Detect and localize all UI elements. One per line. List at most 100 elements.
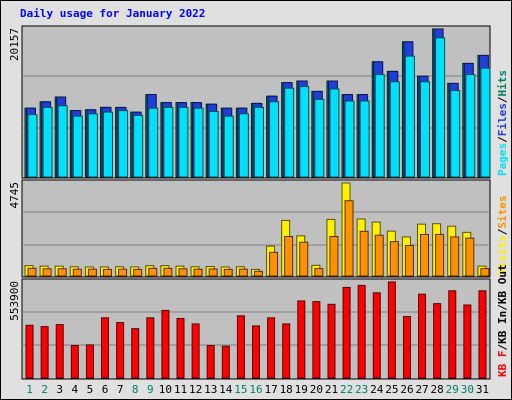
x-tick-label-day-16: 16 xyxy=(249,383,262,396)
bar-kb-f-day-11 xyxy=(176,318,185,379)
bar-kb-f-day-18 xyxy=(282,323,291,379)
x-tick-label-day-3: 3 xyxy=(56,383,63,396)
bar-pages-day-30 xyxy=(465,74,476,178)
bar-sites-day-19 xyxy=(299,241,309,277)
x-tick-label-day-11: 11 xyxy=(174,383,187,396)
y-axis-max-label: 553900 xyxy=(8,281,21,321)
bar-sites-day-30 xyxy=(465,237,475,277)
bar-kb-f-day-1 xyxy=(25,324,34,379)
bar-pages-day-27 xyxy=(420,81,431,178)
bar-sites-day-31 xyxy=(480,268,490,277)
x-tick-label-day-12: 12 xyxy=(189,383,202,396)
legend-panel-1: Pages/Files/Hits xyxy=(496,70,509,176)
x-tick-label-day-13: 13 xyxy=(204,383,217,396)
bar-pages-day-3 xyxy=(57,105,68,178)
bar-sites-day-12 xyxy=(193,268,203,277)
legend-panel-2: Visits/Sites xyxy=(496,196,509,276)
x-tick-label-day-14: 14 xyxy=(219,383,233,396)
bar-sites-day-18 xyxy=(284,235,294,277)
bar-kb-f-day-22 xyxy=(342,286,351,379)
x-tick-label-day-2: 2 xyxy=(41,383,48,396)
bar-sites-day-7 xyxy=(118,268,128,277)
x-tick-label-day-22: 22 xyxy=(340,383,353,396)
bar-kb-f-day-3 xyxy=(55,324,64,379)
bar-sites-day-10 xyxy=(163,267,173,277)
bar-kb-f-day-7 xyxy=(116,322,125,379)
x-tick-label-day-25: 25 xyxy=(385,383,398,396)
bar-sites-day-15 xyxy=(238,268,248,277)
bar-sites-day-5 xyxy=(87,268,97,277)
bar-kb-f-day-8 xyxy=(131,328,140,379)
bar-sites-day-16 xyxy=(253,270,263,277)
bar-kb-f-day-23 xyxy=(357,284,366,379)
bar-kb-f-day-24 xyxy=(372,292,381,379)
bar-pages-day-8 xyxy=(133,114,144,178)
legend-item-kb-out: KB Out xyxy=(496,264,509,304)
bar-pages-day-24 xyxy=(374,74,385,178)
x-tick-label-day-31: 31 xyxy=(476,383,489,396)
legend-item-hits: Hits xyxy=(496,70,509,97)
legend-separator: / xyxy=(496,228,509,235)
x-tick-label-day-10: 10 xyxy=(159,383,172,396)
bar-sites-day-14 xyxy=(223,268,233,277)
bar-sites-day-2 xyxy=(42,268,52,277)
bar-kb-f-day-20 xyxy=(312,301,321,379)
bar-sites-day-29 xyxy=(450,236,460,277)
bar-kb-f-day-5 xyxy=(85,344,94,379)
y-axis-max-label: 20157 xyxy=(8,28,21,61)
bar-pages-day-13 xyxy=(208,110,219,178)
x-tick-label-day-5: 5 xyxy=(87,383,94,396)
bar-pages-day-5 xyxy=(87,113,98,178)
bar-pages-day-17 xyxy=(269,101,280,178)
bar-sites-day-21 xyxy=(329,235,339,277)
bar-sites-day-20 xyxy=(314,268,324,277)
bar-kb-f-day-6 xyxy=(101,317,110,379)
legend-item-files: Files xyxy=(496,103,509,136)
x-tick-label-day-9: 9 xyxy=(147,383,154,396)
legend-item-pages: Pages xyxy=(496,143,509,176)
bar-pages-day-21 xyxy=(329,88,340,178)
legend-separator: / xyxy=(496,344,509,351)
bar-sites-day-25 xyxy=(389,241,399,277)
x-tick-label-day-26: 26 xyxy=(400,383,413,396)
legend-item-kb-in: KB In xyxy=(496,311,509,344)
bar-pages-day-26 xyxy=(404,55,415,178)
legend-item-sites: Sites xyxy=(496,196,509,229)
bar-sites-day-3 xyxy=(57,268,67,277)
x-tick-label-day-27: 27 xyxy=(415,383,428,396)
bar-kb-f-day-16 xyxy=(252,325,260,379)
bar-pages-day-2 xyxy=(42,106,53,178)
x-tick-label-day-30: 30 xyxy=(461,383,474,396)
bar-sites-day-28 xyxy=(435,233,445,277)
legend-item-kb-f: KB F xyxy=(496,351,509,378)
bar-kb-f-day-21 xyxy=(327,303,336,379)
bar-sites-day-23 xyxy=(359,230,369,277)
legend-separator: / xyxy=(496,304,509,311)
bar-sites-day-4 xyxy=(72,268,82,277)
bar-pages-day-25 xyxy=(389,81,400,178)
bar-pages-day-19 xyxy=(299,86,310,178)
bar-kb-f-day-10 xyxy=(161,309,170,379)
bar-kb-f-day-30 xyxy=(463,304,472,379)
legend-separator: / xyxy=(496,136,509,143)
bar-kb-f-day-31 xyxy=(478,290,487,379)
bar-kb-f-day-9 xyxy=(146,317,155,379)
bar-pages-day-4 xyxy=(72,115,83,178)
bar-kb-f-day-14 xyxy=(221,345,230,379)
bar-pages-day-18 xyxy=(284,87,295,178)
legend-panel-3: KB F/KB In/KB Out xyxy=(496,264,509,377)
x-tick-label-day-8: 8 xyxy=(132,383,139,396)
x-tick-label-day-4: 4 xyxy=(72,383,79,396)
y-axis-max-label: 4745 xyxy=(8,182,21,209)
bar-pages-day-15 xyxy=(238,113,249,178)
bar-pages-day-31 xyxy=(480,67,491,178)
x-tick-label-day-24: 24 xyxy=(370,383,384,396)
bar-pages-day-22 xyxy=(344,100,355,178)
bar-sites-day-11 xyxy=(178,268,188,277)
bar-pages-day-12 xyxy=(193,107,204,178)
bar-pages-day-29 xyxy=(450,90,461,178)
x-tick-label-day-20: 20 xyxy=(310,383,323,396)
bar-kb-f-day-12 xyxy=(191,323,200,379)
bar-pages-day-14 xyxy=(223,115,234,178)
